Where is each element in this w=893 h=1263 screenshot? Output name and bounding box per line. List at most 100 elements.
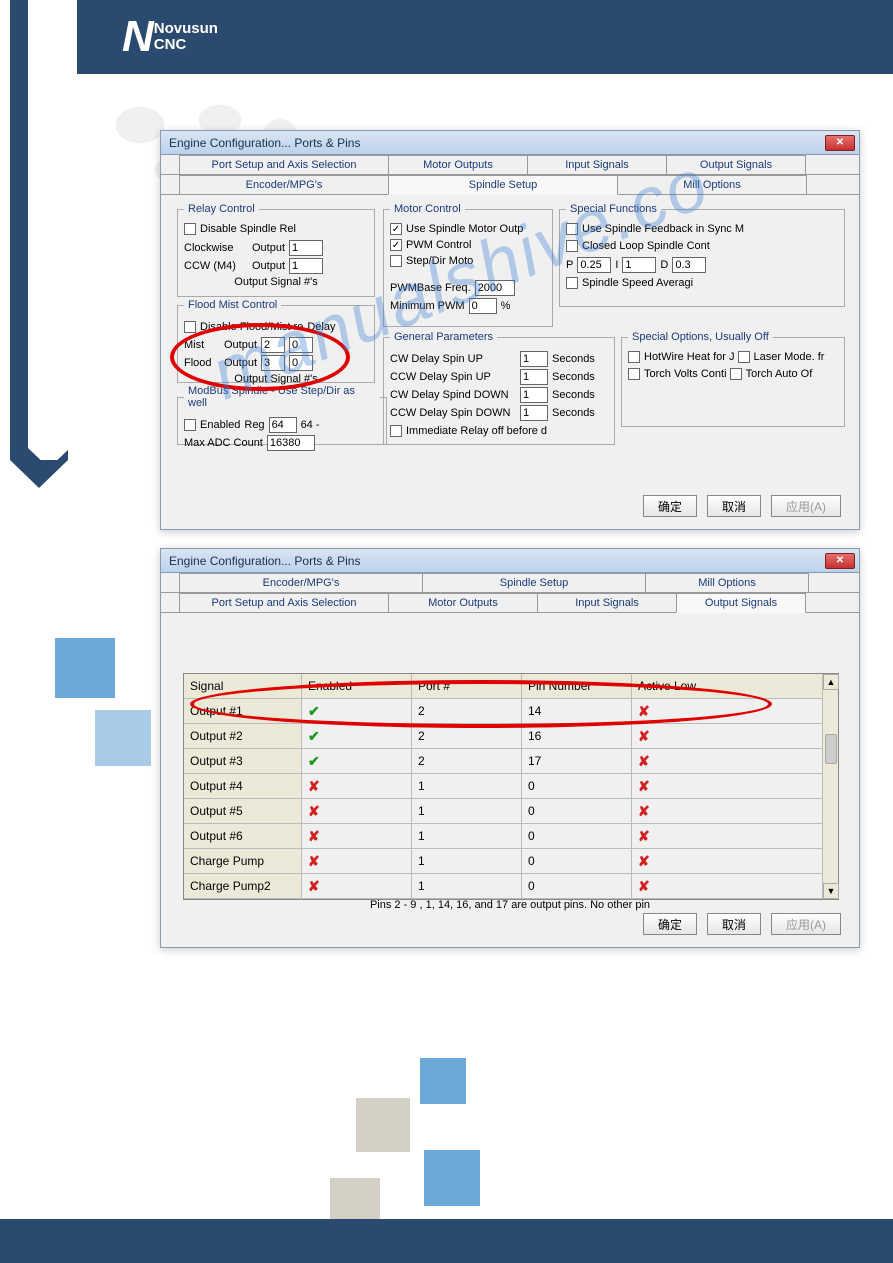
input-ccw-output[interactable] bbox=[289, 258, 323, 274]
cell-port[interactable]: 1 bbox=[412, 874, 522, 898]
chk-torch-v[interactable]: Torch Volts Conti bbox=[628, 368, 727, 380]
input-pid-d[interactable] bbox=[672, 257, 706, 273]
cell-enabled[interactable]: ✘ bbox=[302, 849, 412, 873]
cell-active[interactable]: ✘ bbox=[632, 749, 732, 773]
chk-modbus-enabled[interactable] bbox=[184, 419, 196, 431]
cell-enabled[interactable]: ✔ bbox=[302, 749, 412, 773]
cancel-button[interactable]: 取消 bbox=[707, 913, 761, 935]
apply-button[interactable]: 应用(A) bbox=[771, 495, 841, 517]
cell-active[interactable]: ✘ bbox=[632, 774, 732, 798]
tab-spindle[interactable]: Spindle Setup bbox=[388, 175, 618, 195]
tab-encoder[interactable]: Encoder/MPG's bbox=[179, 175, 389, 194]
cell-active[interactable]: ✘ bbox=[632, 724, 732, 748]
input-min-pwm[interactable] bbox=[469, 298, 497, 314]
close-icon[interactable]: ✕ bbox=[825, 135, 855, 151]
cell-enabled[interactable]: ✔ bbox=[302, 699, 412, 723]
scroll-thumb[interactable] bbox=[825, 734, 837, 764]
cell-port[interactable]: 2 bbox=[412, 724, 522, 748]
cell-port[interactable]: 1 bbox=[412, 824, 522, 848]
cell-active[interactable]: ✘ bbox=[632, 699, 732, 723]
scroll-down-icon[interactable]: ▼ bbox=[823, 883, 839, 899]
tab-motor-outputs[interactable]: Motor Outputs bbox=[388, 593, 538, 612]
close-icon[interactable]: ✕ bbox=[825, 553, 855, 569]
input-ccw-up[interactable] bbox=[520, 369, 548, 385]
cell-pin[interactable]: 14 bbox=[522, 699, 632, 723]
chk-laser[interactable]: Laser Mode. fr bbox=[738, 351, 825, 363]
chk-torch-a[interactable]: Torch Auto Of bbox=[730, 368, 813, 380]
ok-button[interactable]: 确定 bbox=[643, 495, 697, 517]
tab-spindle[interactable]: Spindle Setup bbox=[422, 573, 646, 592]
chk-hotwire[interactable]: HotWire Heat for J bbox=[628, 351, 734, 363]
tab-motor-outputs[interactable]: Motor Outputs bbox=[388, 155, 528, 174]
titlebar[interactable]: Engine Configuration... Ports & Pins ✕ bbox=[161, 131, 859, 155]
cell-enabled[interactable]: ✘ bbox=[302, 874, 412, 898]
scroll-up-icon[interactable]: ▲ bbox=[823, 674, 839, 690]
cell-port[interactable]: 2 bbox=[412, 749, 522, 773]
input-mist-output[interactable] bbox=[261, 337, 285, 353]
cell-active[interactable]: ✘ bbox=[632, 824, 732, 848]
cell-enabled[interactable]: ✘ bbox=[302, 824, 412, 848]
input-ccw-down[interactable] bbox=[520, 405, 548, 421]
tab-port-setup[interactable]: Port Setup and Axis Selection bbox=[179, 155, 389, 174]
cell-enabled[interactable]: ✔ bbox=[302, 724, 412, 748]
input-cw-output[interactable] bbox=[289, 240, 323, 256]
table-row[interactable]: Output #2✔216✘ bbox=[184, 724, 838, 749]
cell-pin[interactable]: 0 bbox=[522, 774, 632, 798]
cell-pin[interactable]: 0 bbox=[522, 874, 632, 898]
scrollbar[interactable]: ▲ ▼ bbox=[822, 674, 838, 899]
cancel-button[interactable]: 取消 bbox=[707, 495, 761, 517]
table-row[interactable]: Charge Pump✘10✘ bbox=[184, 849, 838, 874]
cell-port[interactable]: 1 bbox=[412, 774, 522, 798]
input-pid-p[interactable] bbox=[577, 257, 611, 273]
chk-immediate[interactable]: Immediate Relay off before d bbox=[390, 425, 547, 437]
cell-pin[interactable]: 16 bbox=[522, 724, 632, 748]
chk-feedback[interactable]: Use Spindle Feedback in Sync M bbox=[566, 223, 744, 235]
input-flood-delay[interactable] bbox=[289, 355, 313, 371]
tab-mill[interactable]: Mill Options bbox=[617, 175, 807, 194]
input-cw-up[interactable] bbox=[520, 351, 548, 367]
cell-port[interactable]: 2 bbox=[412, 699, 522, 723]
input-modbus-reg[interactable] bbox=[269, 417, 297, 433]
cell-pin[interactable]: 17 bbox=[522, 749, 632, 773]
input-mist-delay[interactable] bbox=[289, 337, 313, 353]
tab-encoder[interactable]: Encoder/MPG's bbox=[179, 573, 423, 592]
chk-disable-flood[interactable] bbox=[184, 321, 196, 333]
ok-button[interactable]: 确定 bbox=[643, 913, 697, 935]
apply-button[interactable]: 应用(A) bbox=[771, 913, 841, 935]
cell-port[interactable]: 1 bbox=[412, 799, 522, 823]
input-max-adc[interactable] bbox=[267, 435, 315, 451]
cell-active[interactable]: ✘ bbox=[632, 849, 732, 873]
cell-enabled[interactable]: ✘ bbox=[302, 774, 412, 798]
cell-pin[interactable]: 0 bbox=[522, 799, 632, 823]
cell-port[interactable]: 1 bbox=[412, 849, 522, 873]
tab-output-signals[interactable]: Output Signals bbox=[666, 155, 806, 174]
table-row[interactable]: Output #6✘10✘ bbox=[184, 824, 838, 849]
chk-avg[interactable]: Spindle Speed Averagi bbox=[566, 277, 693, 289]
table-row[interactable]: Output #3✔217✘ bbox=[184, 749, 838, 774]
chk-closed[interactable]: Closed Loop Spindle Cont bbox=[566, 240, 710, 252]
cell-enabled[interactable]: ✘ bbox=[302, 799, 412, 823]
input-flood-output[interactable] bbox=[261, 355, 285, 371]
deco-square bbox=[95, 710, 151, 766]
input-pid-i[interactable] bbox=[622, 257, 656, 273]
chk-pwm[interactable]: ✓PWM Control bbox=[390, 239, 471, 251]
tab-port-setup[interactable]: Port Setup and Axis Selection bbox=[179, 593, 389, 612]
chk-disable-spindle[interactable]: Disable Spindle Rel bbox=[184, 223, 296, 235]
table-row[interactable]: Charge Pump2✘10✘ bbox=[184, 874, 838, 899]
table-row[interactable]: Output #1✔214✘ bbox=[184, 699, 838, 724]
cell-active[interactable]: ✘ bbox=[632, 874, 732, 898]
cell-active[interactable]: ✘ bbox=[632, 799, 732, 823]
tab-input-signals[interactable]: Input Signals bbox=[537, 593, 677, 612]
input-cw-down[interactable] bbox=[520, 387, 548, 403]
cell-pin[interactable]: 0 bbox=[522, 849, 632, 873]
tab-mill[interactable]: Mill Options bbox=[645, 573, 809, 592]
chk-stepdir[interactable]: Step/Dir Moto bbox=[390, 255, 473, 267]
tab-output-signals[interactable]: Output Signals bbox=[676, 593, 806, 613]
tab-input-signals[interactable]: Input Signals bbox=[527, 155, 667, 174]
titlebar[interactable]: Engine Configuration... Ports & Pins ✕ bbox=[161, 549, 859, 573]
table-row[interactable]: Output #5✘10✘ bbox=[184, 799, 838, 824]
table-row[interactable]: Output #4✘10✘ bbox=[184, 774, 838, 799]
chk-use-motor[interactable]: ✓Use Spindle Motor Outp bbox=[390, 223, 523, 235]
cell-pin[interactable]: 0 bbox=[522, 824, 632, 848]
input-pwmbase[interactable] bbox=[475, 280, 515, 296]
